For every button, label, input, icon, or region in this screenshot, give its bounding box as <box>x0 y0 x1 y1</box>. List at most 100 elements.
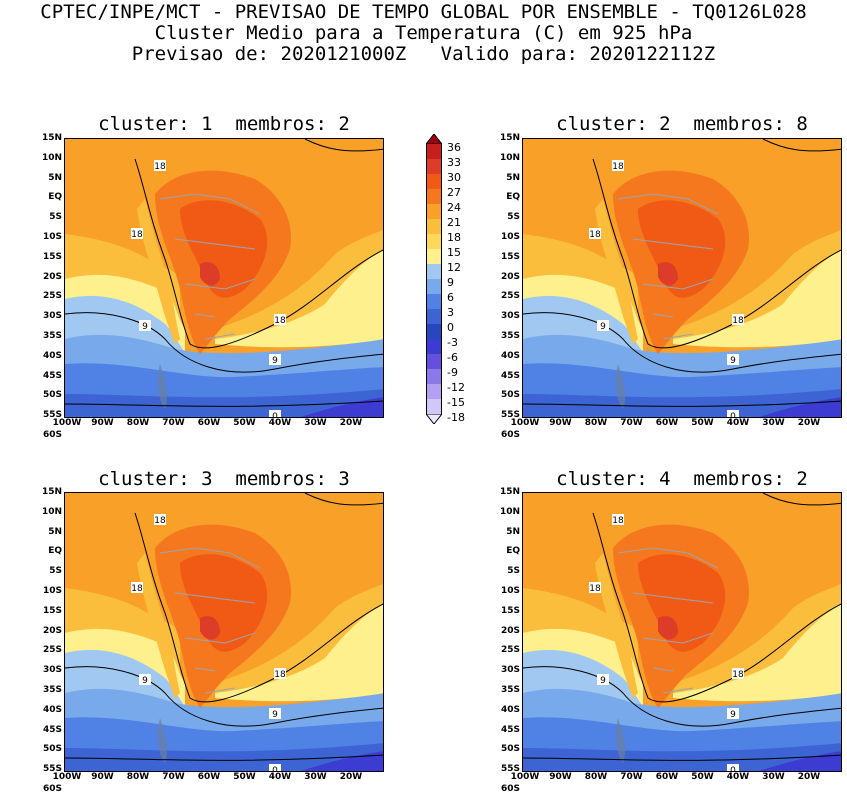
contour-label: 18 <box>612 160 624 172</box>
contour-label-text: 0 <box>272 766 278 772</box>
contour-label-bg <box>131 582 143 593</box>
longitude-tick-label: 30W <box>762 418 785 428</box>
longitude-tick-label: 70W <box>162 772 185 782</box>
country-border <box>159 193 261 215</box>
latitude-tick-label: 30S <box>500 311 520 322</box>
contour-label-text: 18 <box>612 516 624 526</box>
latitude-tick-label: 55S <box>42 764 62 775</box>
warm-core-27 <box>180 200 268 298</box>
longitude-tick-label: 80W <box>584 772 608 782</box>
temperature-map-1: 18 18 18 9 9 0 <box>65 139 383 417</box>
longitude-tick-label: 30W <box>304 772 327 782</box>
contour-label-bg <box>597 320 609 331</box>
country-border <box>617 193 719 215</box>
country-border <box>184 278 256 290</box>
contour-18 <box>592 158 841 349</box>
longitude-tick-label: 90W <box>91 418 114 428</box>
contour-label-bg <box>269 354 281 365</box>
warm-core-30 <box>200 616 220 640</box>
longitude-tick-label: 60W <box>197 418 221 428</box>
contour-label: 9 <box>139 674 151 686</box>
longitude-tick-label: 20W <box>339 772 363 782</box>
longitude-tick-label: 70W <box>162 418 185 428</box>
contour-24-north <box>762 139 841 152</box>
contour-label: 0 <box>727 764 739 771</box>
longitude-tick-label: 90W <box>549 772 572 782</box>
header-line-3: Previsao de: 2020121000Z Valido para: 20… <box>131 43 716 65</box>
contour-label-text: 18 <box>274 316 286 326</box>
contour-label-text: 9 <box>142 676 148 686</box>
longitude-tick-label: 90W <box>549 418 572 428</box>
temperature-map-4: 18 18 18 9 9 0 <box>523 493 841 771</box>
latitude-tick-label: 40S <box>42 350 62 361</box>
longitude-tick-label: 50W <box>233 418 256 428</box>
country-border <box>642 278 714 290</box>
longitude-tick-label: 40W <box>268 772 292 782</box>
latitude-tick-label: 5N <box>48 526 62 537</box>
warm-core-30 <box>658 262 678 286</box>
latitude-tick-label: 25S <box>500 291 520 302</box>
contour-label-bg <box>727 708 739 719</box>
latitude-tick-label: 20S <box>500 625 520 636</box>
contour-label: 18 <box>589 228 601 240</box>
contour-label-text: 18 <box>589 230 601 240</box>
colorbar-label: 9 <box>447 276 454 289</box>
latitude-tick-label: 35S <box>500 685 520 695</box>
longitude-tick-label: 100W <box>510 418 540 428</box>
colorbar-label: -3 <box>447 336 458 349</box>
latitude-tick-label: 35S <box>500 331 520 341</box>
contour-label-bg <box>274 668 286 679</box>
contour-label: 18 <box>131 582 143 594</box>
latitude-tick-label: 55S <box>500 764 520 775</box>
latitude-tick-label: 55S <box>500 410 520 421</box>
latitude-tick-label: 10N <box>41 506 62 517</box>
latitude-tick-label: 5N <box>506 172 520 183</box>
contour-0 <box>523 400 841 407</box>
latitude-tick-label: 15N <box>499 487 520 497</box>
band-12-east <box>673 599 841 702</box>
longitude-tick-label: 50W <box>691 772 714 782</box>
contour-9 <box>523 666 841 727</box>
patagonia-land <box>157 718 168 763</box>
latitude-tick-label: 10S <box>42 232 62 242</box>
colorbar-label: 18 <box>447 231 461 244</box>
map-panel-1: 18 18 18 9 9 0 <box>64 138 384 418</box>
latitude-tick-label: 15N <box>41 487 62 497</box>
longitude-tick-label: 100W <box>52 418 82 428</box>
latitude-tick-label: 10N <box>41 152 62 163</box>
longitude-tick-label: 80W <box>126 772 150 782</box>
panel-1-title: cluster: 1 membros: 2 <box>98 113 350 135</box>
country-border <box>194 667 216 672</box>
longitude-tick-label: 50W <box>691 418 714 428</box>
latitude-tick-label: 5S <box>507 212 520 223</box>
andes-cool-strip <box>137 553 180 698</box>
latitude-tick-label: 50S <box>42 390 62 401</box>
contour-label-bg <box>732 314 744 325</box>
contour-label-text: 18 <box>732 670 744 680</box>
latitude-tick-label: 60S <box>500 784 520 794</box>
contour-label: 18 <box>274 668 286 680</box>
latitude-tick-label: 5N <box>506 526 520 537</box>
contour-0 <box>65 400 383 407</box>
contour-18 <box>134 512 383 703</box>
country-border <box>652 667 674 672</box>
colorbar-label: 24 <box>447 201 461 214</box>
temperature-map-2: 18 18 18 9 9 0 <box>523 139 841 417</box>
contour-label-bg <box>727 354 739 365</box>
contour-label-text: 9 <box>142 322 148 332</box>
latitude-tick-label: 15N <box>499 133 520 143</box>
latitude-tick-label: 40S <box>500 350 520 361</box>
band-12-east <box>673 245 841 348</box>
colorbar-label: 27 <box>447 186 461 199</box>
colorbar-label: 33 <box>447 156 461 169</box>
contour-label-text: 18 <box>274 670 286 680</box>
latitude-tick-label: 20S <box>42 625 62 636</box>
latitude-tick-label: EQ <box>48 546 62 557</box>
andes-cool-strip <box>595 199 638 344</box>
latitude-tick-label: 35S <box>42 685 62 695</box>
longitude-tick-label: 60W <box>655 772 679 782</box>
andes-cool-strip <box>595 553 638 698</box>
country-border <box>184 632 256 644</box>
latitude-tick-label: 5S <box>49 566 62 577</box>
country-border <box>632 592 714 604</box>
